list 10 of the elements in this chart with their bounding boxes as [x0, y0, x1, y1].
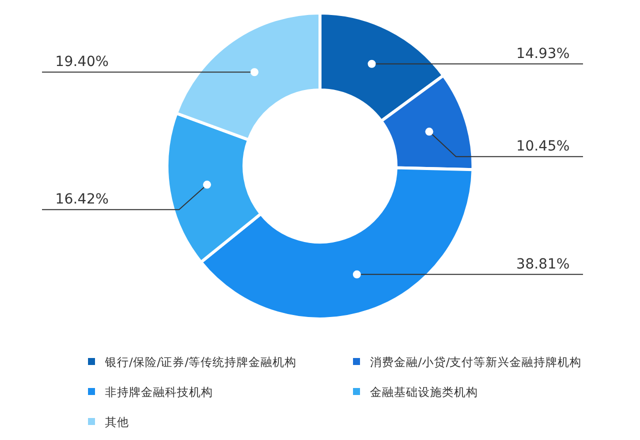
legend-label: 银行/保险/证券/等传统持牌金融机构 [104, 355, 297, 369]
legend-label: 消费金融/小贷/支付等新兴金融持牌机构 [370, 355, 582, 369]
legend-label: 非持牌金融科技机构 [105, 385, 213, 399]
legend-label: 金融基础设施类机构 [370, 385, 478, 399]
data-label: 10.45% [516, 138, 570, 155]
data-label: 16.42% [55, 192, 109, 208]
data-label: 19.40% [55, 54, 109, 70]
legend-label: 其他 [105, 415, 129, 429]
data-label: 38.81% [516, 256, 570, 272]
data-label: 14.93% [516, 46, 570, 62]
